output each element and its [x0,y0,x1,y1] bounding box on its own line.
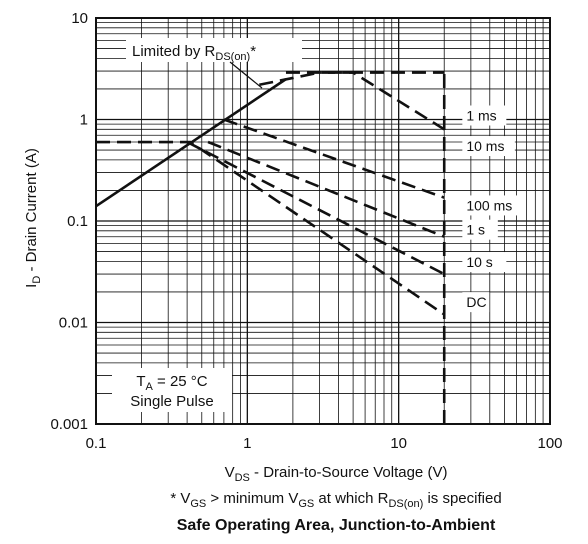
svg-text:TA = 25 °C: TA = 25 °C [136,373,207,393]
y-tick-label: 10 [71,10,88,27]
x-tick-label: 10 [390,435,407,452]
y-tick-labels: 10 1 0.1 0.01 0.001 [50,10,88,433]
rds-limit-label: Limited by RDS(on)* [126,38,302,89]
series-line-1-s [207,140,445,238]
series-line-dc [96,140,445,316]
curve-label-bg [462,292,490,313]
curve-label: 100 ms [466,197,512,213]
curve-label-bg [462,136,515,157]
series-line-100-ms [223,118,445,199]
curve-label-bg [462,105,507,126]
footnote: * VGS > minimum VGS at which RDS(on) is … [170,490,501,510]
series-line-10-ms [259,71,445,131]
chart-title: Safe Operating Area, Junction-to-Ambient [177,517,496,534]
svg-text:Single Pulse: Single Pulse [130,393,213,410]
curve-label: 10 ms [466,138,504,154]
curve-label: 1 s [466,222,485,238]
data-lines [95,71,446,424]
plot-frame [95,17,551,425]
x-tick-label: 1 [243,435,251,452]
curve-labels: 1 ms 10 ms 100 ms 1 s 10 s DC [462,105,524,313]
curve-label: 1 ms [466,108,496,124]
y-tick-label: 1 [80,112,88,129]
curve-label-bg [462,219,498,240]
y-tick-label: 0.01 [59,315,88,332]
y-axis-label: ID - Drain Current (A) [23,148,43,288]
series-line-10-s [186,140,445,276]
conditions-annotation: TA = 25 °C Single Pulse [112,368,232,412]
y-tick-label: 0.001 [50,416,88,433]
x-axis-label: VDS - Drain-to-Source Voltage (V) [225,464,448,484]
x-tick-label: 100 [537,435,562,452]
curve-label-bg [462,195,524,216]
svg-text:Limited by RDS(on)*: Limited by RDS(on)* [132,43,256,63]
curve-label-bg [462,252,507,273]
curve-label: DC [466,294,486,310]
y-tick-label: 0.1 [67,213,88,230]
x-tick-label: 0.1 [86,435,107,452]
x-tick-labels: 0.1 1 10 100 [86,435,563,452]
curve-label: 10 s [466,254,492,270]
